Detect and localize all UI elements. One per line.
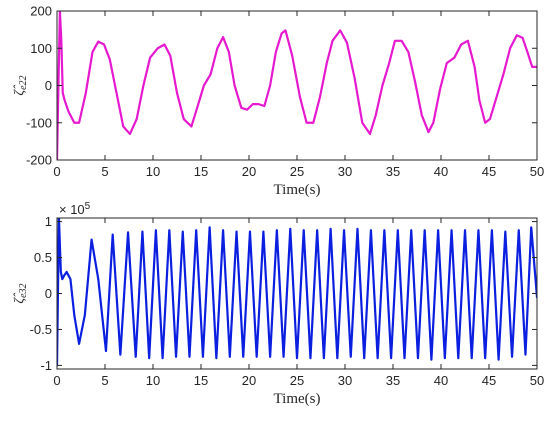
- y-tick-label: -1: [40, 358, 52, 373]
- x-tick-label: 0: [53, 164, 60, 179]
- x-tick-label: 45: [482, 373, 496, 388]
- y-tick-label: 1: [45, 214, 52, 229]
- x-tick-label: 5: [101, 164, 108, 179]
- top-chart-panel: 0 5 10 15 20 25 30 35 40 45 50 -200 -100 0 100 200 Time(…: [12, 4, 544, 199]
- x-tick-label: 40: [434, 164, 448, 179]
- x-tick-label: 15: [194, 373, 208, 388]
- x-tick-label: 10: [146, 373, 160, 388]
- x-tick-label: 25: [290, 164, 304, 179]
- x-tick-label: 50: [530, 373, 544, 388]
- y-tick-label: 200: [30, 4, 52, 19]
- y-axis-label: ζ̂e22: [12, 75, 29, 95]
- x-tick-label: 20: [242, 164, 256, 179]
- x-axis-label: Time(s): [274, 391, 321, 407]
- y-tick-label: 0.5: [34, 250, 52, 265]
- x-tick-label: 30: [338, 373, 352, 388]
- x-tick-label: 20: [242, 373, 256, 388]
- x-tick-label: 10: [146, 164, 160, 179]
- y-axis-label-subscript: e22: [18, 75, 29, 89]
- y-tick-label: 0: [45, 78, 52, 93]
- x-tick-label: 0: [53, 373, 60, 388]
- x-tick-label: 35: [386, 164, 400, 179]
- y-axis-multiplier-base: × 10: [59, 202, 85, 217]
- x-tick-label: 45: [482, 164, 496, 179]
- series-line-0: [57, 218, 537, 367]
- y-axis-label-subscript: e32: [18, 283, 29, 297]
- x-tick-label: 5: [101, 373, 108, 388]
- y-axis-label: ζ̂e32: [12, 283, 29, 303]
- x-tick-label: 25: [290, 373, 304, 388]
- y-axis-multiplier-exponent: 5: [85, 201, 91, 212]
- x-tick-label: 40: [434, 373, 448, 388]
- x-tick-label: 35: [386, 373, 400, 388]
- y-axis-multiplier: × 105: [59, 201, 91, 217]
- y-tick-label: 0: [45, 286, 52, 301]
- y-tick-label: -200: [26, 153, 52, 168]
- bottom-chart-panel: 0 5 10 15 20 25 30 35 40 45 50 -1 -0.5 0 0.5 1 Time(s) ζ̂…: [12, 201, 544, 407]
- x-axis-label: Time(s): [274, 182, 321, 198]
- y-tick-label: -0.5: [30, 322, 52, 337]
- y-tick-label: -100: [26, 115, 52, 130]
- x-tick-label: 30: [338, 164, 352, 179]
- x-tick-label: 15: [194, 164, 208, 179]
- y-tick-label: 100: [30, 41, 52, 56]
- series-line-0: [57, 11, 537, 160]
- x-tick-label: 50: [530, 164, 544, 179]
